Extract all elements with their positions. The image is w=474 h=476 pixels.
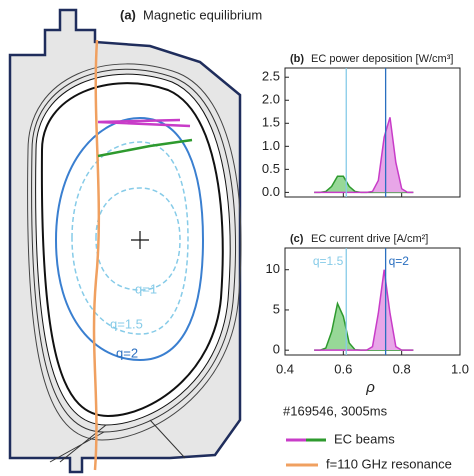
y-tick-label: 2.5 bbox=[262, 69, 280, 84]
panel-title: Magnetic equilibrium bbox=[143, 7, 262, 22]
ec-beam bbox=[97, 118, 191, 128]
x-tick-label: 0.8 bbox=[393, 361, 411, 376]
area bbox=[314, 176, 414, 193]
q-label: q=1.5 bbox=[110, 316, 143, 331]
plot-frame bbox=[284, 67, 461, 198]
equilibrium-drawing: (a) Magnetic equilibrium q=1 q=1.5 q=2 #… bbox=[8, 7, 452, 474]
q-label: q=1 bbox=[135, 281, 157, 296]
panel-tag: (a) bbox=[120, 7, 136, 22]
q15-surface bbox=[71, 141, 189, 335]
legend-label: f=110 GHz resonance bbox=[326, 456, 452, 471]
x-tick-label: 1.0 bbox=[451, 361, 469, 376]
panel-title: EC power deposition [W/cm³] bbox=[311, 53, 453, 65]
y-tick-label: 1.0 bbox=[262, 138, 280, 153]
line bbox=[314, 269, 414, 351]
q-line-label: q=1.5 bbox=[313, 254, 344, 268]
line bbox=[314, 117, 414, 194]
y-tick-label: 0.0 bbox=[262, 184, 280, 199]
y-tick-label: 1.5 bbox=[262, 115, 280, 130]
flux-surface bbox=[27, 63, 242, 441]
y-tick-label: 5 bbox=[273, 301, 280, 316]
plot-frame bbox=[284, 247, 461, 356]
panel-tag: (c) bbox=[290, 233, 304, 245]
ec-beam bbox=[97, 138, 193, 158]
x-tick-label: 0.6 bbox=[334, 361, 352, 376]
resonance bbox=[92, 39, 101, 471]
area bbox=[314, 269, 414, 351]
panel-tag: (b) bbox=[290, 53, 304, 65]
x-axis-label: ρ bbox=[365, 379, 375, 396]
panel-title: EC current drive [A/cm²] bbox=[311, 233, 428, 245]
flux-surface bbox=[31, 68, 237, 433]
lcfs bbox=[40, 82, 224, 418]
q-label: q=2 bbox=[116, 345, 138, 360]
legend-label: EC beams bbox=[334, 431, 395, 446]
y-tick-label: 10 bbox=[266, 261, 280, 276]
y-tick-label: 2.0 bbox=[262, 92, 280, 107]
area bbox=[314, 303, 414, 351]
axis-cross bbox=[131, 231, 149, 249]
q-line-label: q=2 bbox=[389, 254, 410, 268]
x-tick-label: 0.4 bbox=[276, 361, 294, 376]
y-tick-label: 0 bbox=[273, 342, 280, 357]
q2-surface bbox=[54, 116, 205, 362]
y-tick-label: 0.5 bbox=[262, 161, 280, 176]
q1-surface bbox=[95, 187, 181, 291]
shot-label: #169546, 3005ms bbox=[283, 403, 388, 418]
area bbox=[314, 117, 414, 193]
